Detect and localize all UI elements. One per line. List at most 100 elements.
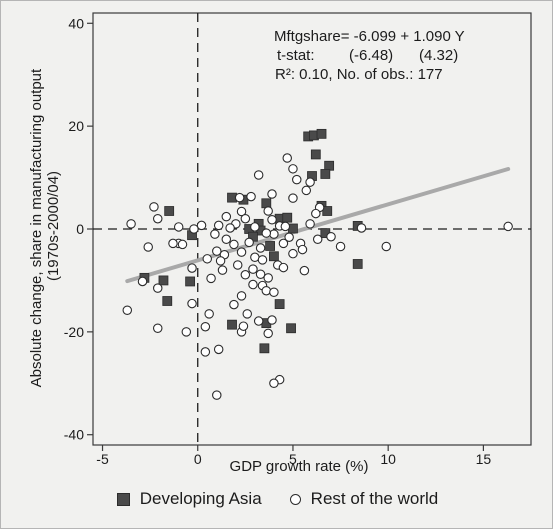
point-rest-of-world <box>267 315 277 325</box>
legend-label-rest-of-world: Rest of the world <box>310 489 439 508</box>
point-rest-of-world <box>269 378 279 389</box>
point-rest-of-world <box>181 327 192 337</box>
y-tick-label: 0 <box>76 221 84 237</box>
point-rest-of-world <box>278 262 289 273</box>
point-rest-of-world <box>381 241 392 252</box>
point-rest-of-world <box>246 191 256 202</box>
point-rest-of-world <box>210 229 220 239</box>
point-rest-of-world <box>236 291 247 301</box>
point-rest-of-world <box>326 231 336 242</box>
y-tick-label: 40 <box>68 15 84 31</box>
point-developing-asia <box>282 212 293 223</box>
point-rest-of-world <box>278 238 289 249</box>
point-rest-of-world <box>189 224 199 234</box>
scatter-chart: -5 0 5 10 15 -40 -20 0 20 40 Mftgshare= -6.099 + … <box>28 12 532 475</box>
point-rest-of-world <box>257 255 268 265</box>
point-rest-of-world <box>137 276 148 287</box>
point-rest-of-world <box>143 242 153 252</box>
point-rest-of-world <box>299 265 310 276</box>
point-rest-of-world <box>503 221 513 232</box>
point-rest-of-world <box>250 222 260 232</box>
point-rest-of-world <box>212 246 222 256</box>
point-developing-asia <box>259 343 270 354</box>
point-rest-of-world <box>280 221 291 232</box>
point-rest-of-world <box>225 223 235 233</box>
point-rest-of-world <box>311 208 321 219</box>
point-developing-asia <box>320 169 331 179</box>
regression-line <box>125 166 511 284</box>
annotation-equation: Mftgshare= -6.099 + 1.090 Y <box>274 28 465 45</box>
point-rest-of-world <box>255 243 266 253</box>
point-developing-asia <box>322 206 333 216</box>
point-rest-of-world <box>282 153 292 163</box>
point-rest-of-world <box>213 220 224 231</box>
point-rest-of-world <box>187 298 197 309</box>
point-rest-of-world <box>196 220 207 231</box>
point-rest-of-world <box>335 241 346 252</box>
point-rest-of-world <box>213 344 224 355</box>
point-rest-of-world <box>236 247 247 257</box>
point-rest-of-world <box>238 321 249 331</box>
point-rest-of-world <box>305 219 315 229</box>
point-developing-asia <box>324 160 335 171</box>
point-rest-of-world <box>122 305 133 316</box>
annotation-tstat-slope: (4.32) <box>419 47 458 64</box>
point-rest-of-world <box>269 229 279 239</box>
y-tick-label: -20 <box>64 324 84 340</box>
point-rest-of-world <box>173 222 184 232</box>
point-rest-of-world <box>248 264 258 274</box>
y-tick-label: -40 <box>64 427 84 443</box>
point-rest-of-world <box>288 193 298 203</box>
point-rest-of-world <box>248 279 258 290</box>
point-rest-of-world <box>297 244 308 255</box>
point-rest-of-world <box>267 214 277 225</box>
annotation-tstat-intercept: (-6.48) <box>349 47 393 64</box>
point-rest-of-world <box>312 234 323 245</box>
point-rest-of-world <box>200 347 211 357</box>
point-rest-of-world <box>152 213 163 224</box>
point-developing-asia <box>162 296 173 306</box>
point-rest-of-world <box>215 256 226 266</box>
point-rest-of-world <box>263 273 273 283</box>
point-rest-of-world <box>206 273 216 284</box>
point-rest-of-world <box>229 299 239 310</box>
x-tick-label: 10 <box>380 451 396 467</box>
x-axis-label: GDP growth rate (%) <box>230 458 369 475</box>
point-rest-of-world <box>168 238 178 249</box>
point-rest-of-world <box>187 263 197 273</box>
point-developing-asia <box>352 259 363 269</box>
point-rest-of-world <box>177 239 188 250</box>
point-developing-asia <box>310 149 321 160</box>
point-rest-of-world <box>234 192 245 203</box>
point-rest-of-world <box>202 254 213 264</box>
x-tick-label: -5 <box>96 451 109 467</box>
point-developing-asia <box>316 128 327 139</box>
point-rest-of-world <box>126 219 136 229</box>
annotation-tstat-label: t-stat: <box>277 47 315 64</box>
point-rest-of-world <box>217 265 228 275</box>
point-rest-of-world <box>263 206 273 216</box>
point-rest-of-world <box>149 202 159 212</box>
point-rest-of-world <box>253 170 264 180</box>
point-rest-of-world <box>301 185 312 196</box>
point-developing-asia <box>158 275 169 286</box>
point-rest-of-world <box>288 248 298 259</box>
point-rest-of-world <box>212 390 222 400</box>
point-rest-of-world <box>305 177 315 187</box>
point-rest-of-world <box>221 211 232 222</box>
x-tick-label: 5 <box>289 451 297 467</box>
point-rest-of-world <box>232 260 243 270</box>
point-rest-of-world <box>269 287 279 298</box>
point-rest-of-world <box>240 213 251 224</box>
point-rest-of-world <box>263 328 273 339</box>
annotation-fit-stats: R²: 0.10, No. of obs.: 177 <box>275 66 443 83</box>
point-rest-of-world <box>261 228 272 238</box>
point-rest-of-world <box>255 269 266 280</box>
point-rest-of-world <box>200 321 211 332</box>
legend-item-rest-of-world: Rest of the world <box>289 489 439 509</box>
point-rest-of-world <box>242 309 253 319</box>
point-rest-of-world <box>292 174 302 185</box>
point-developing-asia <box>164 206 175 216</box>
y-axis-label-line2: (1970s-2000/04) <box>45 171 62 281</box>
